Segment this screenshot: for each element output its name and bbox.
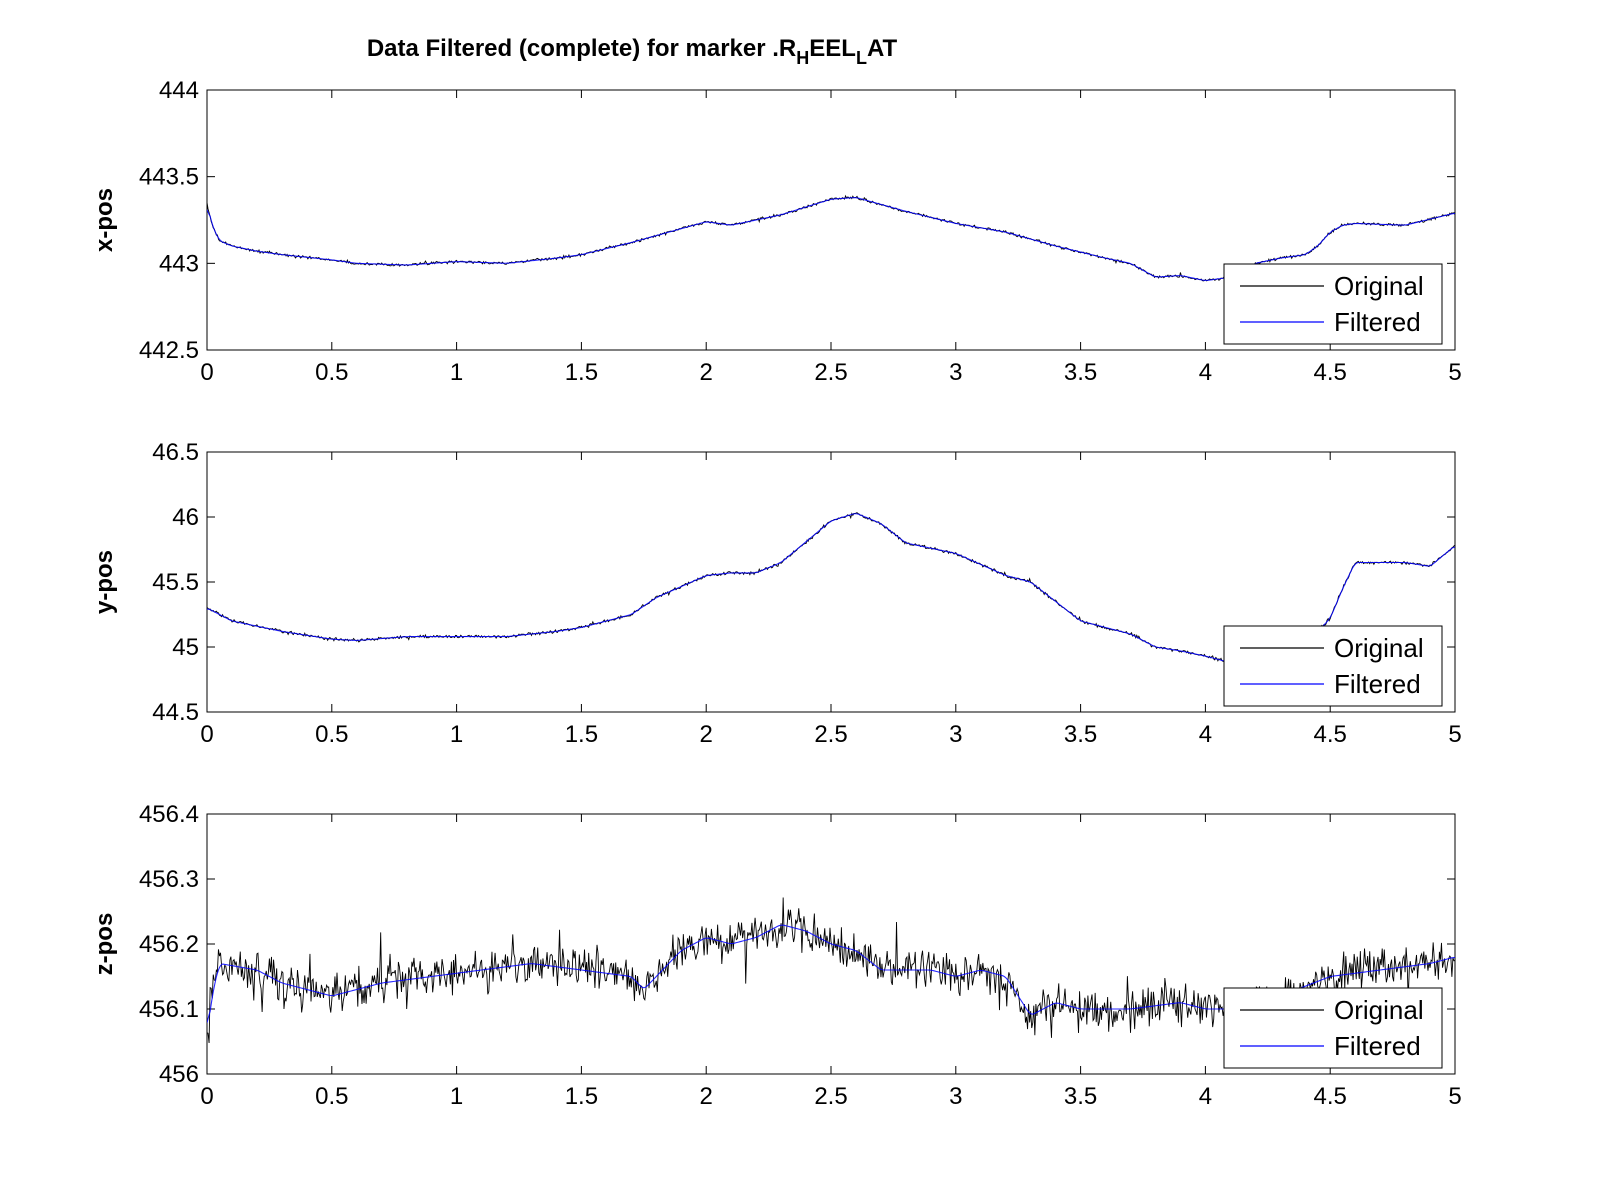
x-tick-label: 3.5 <box>1064 721 1097 748</box>
x-tick-label: 2.5 <box>814 721 847 748</box>
legend-box <box>1223 263 1443 345</box>
subplot-panels: 0 0.5 1 1.5 2 2.5 3 3.5 4 4.5 5442.5443443.5444x-p… <box>91 77 1462 1110</box>
x-tick-label: 2.5 <box>814 359 847 386</box>
x-tick-label: 2 <box>700 1083 713 1110</box>
x-tick-label: 1 <box>450 359 463 386</box>
x-tick-label: 1 <box>450 721 463 748</box>
y-tick-label: 46 <box>172 504 199 531</box>
y-tick-label: 443 <box>159 250 199 277</box>
y-tick-label: 456.3 <box>139 866 199 893</box>
x-tick-label: 3 <box>949 721 962 748</box>
y-tick-label: 44.5 <box>152 699 199 726</box>
y-tick-label: 456 <box>159 1061 199 1088</box>
y-axis-label: y-pos <box>91 550 118 614</box>
x-tick-label: 1.5 <box>565 1083 598 1110</box>
y-tick-label: 45.5 <box>152 569 199 596</box>
y-tick-label: 443.5 <box>139 164 199 191</box>
y-axis-label: z-pos <box>91 913 118 976</box>
x-tick-label: 3 <box>949 359 962 386</box>
x-tick-label: 3.5 <box>1064 1083 1097 1110</box>
y-axis-label: x-pos <box>91 188 118 252</box>
x-tick-label: 5 <box>1448 721 1461 748</box>
legend-label-original: Original <box>1334 995 1424 1025</box>
x-tick-label: 5 <box>1448 1083 1461 1110</box>
x-tick-label: 1 <box>450 1083 463 1110</box>
x-tick-label: 1.5 <box>565 721 598 748</box>
legend: Original Filtered <box>1223 987 1443 1069</box>
y-tick-label: 45 <box>172 634 199 661</box>
x-tick-label: 4 <box>1199 1083 1212 1110</box>
legend-box <box>1223 987 1443 1069</box>
x-tick-label: 0.5 <box>315 721 348 748</box>
x-tick-label: 2 <box>700 721 713 748</box>
x-tick-label: 1.5 <box>565 359 598 386</box>
legend-label-filtered: Filtered <box>1334 307 1421 337</box>
y-tick-label: 456.1 <box>139 996 199 1023</box>
y-tick-label: 442.5 <box>139 337 199 364</box>
y-tick-label: 456.2 <box>139 931 199 958</box>
x-tick-label: 0 <box>200 359 213 386</box>
x-tick-label: 0 <box>200 721 213 748</box>
x-tick-label: 0.5 <box>315 359 348 386</box>
x-tick-label: 3.5 <box>1064 359 1097 386</box>
x-tick-label: 4.5 <box>1314 721 1347 748</box>
subplot-x-pos: 0 0.5 1 1.5 2 2.5 3 3.5 4 4.5 5 442.5 443 443.5 444 x-p… <box>91 77 1462 386</box>
legend-box <box>1223 625 1443 707</box>
legend-label-original: Original <box>1334 271 1424 301</box>
legend-label-filtered: Filtered <box>1334 669 1421 699</box>
subplot-y-pos: 0 0.5 1 1.5 2 2.5 3 3.5 4 4.5 544.54545.54646.5y-p… <box>91 439 1462 748</box>
legend-label-filtered: Filtered <box>1334 1031 1421 1061</box>
subplot-z-pos: 0 0.5 1 1.5 2 2.5 3 3.5 4 4.5 5 456 456.1 456.2 456.3 4… <box>91 801 1462 1110</box>
legend: Original Filtered <box>1223 263 1443 345</box>
x-tick-label: 0 <box>200 1083 213 1110</box>
legend-label-original: Original <box>1334 633 1424 663</box>
x-tick-label: 3 <box>949 1083 962 1110</box>
legend: Original Filtered <box>1223 625 1443 707</box>
x-tick-label: 5 <box>1448 359 1461 386</box>
y-tick-label: 456.4 <box>139 801 199 828</box>
y-tick-label: 46.5 <box>152 439 199 466</box>
x-tick-label: 4 <box>1199 721 1212 748</box>
y-tick-label: 444 <box>159 77 199 104</box>
figure-title: Data Filtered (complete) for marker .RHE… <box>367 35 898 68</box>
x-tick-label: 2 <box>700 359 713 386</box>
x-tick-label: 2.5 <box>814 1083 847 1110</box>
x-tick-label: 0.5 <box>315 1083 348 1110</box>
x-tick-label: 4.5 <box>1314 1083 1347 1110</box>
x-tick-label: 4 <box>1199 359 1212 386</box>
x-tick-label: 4.5 <box>1314 359 1347 386</box>
